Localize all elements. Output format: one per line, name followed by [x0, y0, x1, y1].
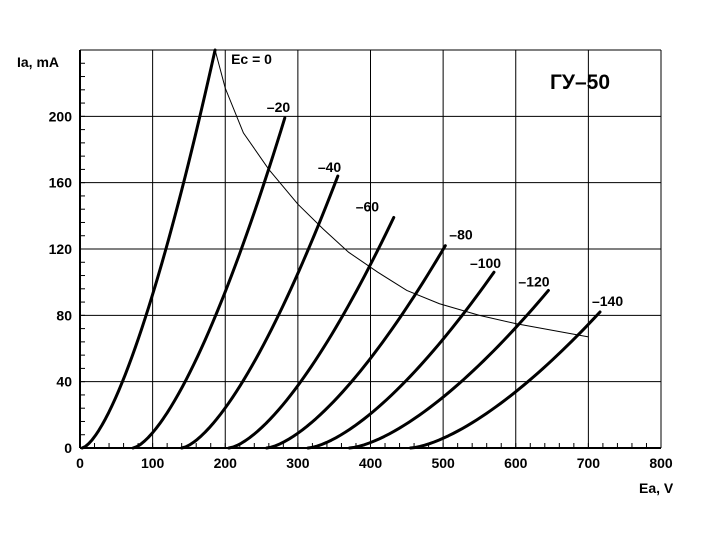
curve-label-6: –120	[518, 273, 549, 289]
curve-1	[131, 116, 287, 450]
power-limit-curve-group	[214, 49, 589, 338]
y-axis-title: Ia, mA	[17, 54, 59, 70]
curve-6	[347, 288, 550, 450]
x-tick-label-1: 100	[141, 455, 165, 471]
x-axis-title: Ea, V	[639, 480, 674, 496]
x-tick-labels: 0 100 200 300 400 500 600 700 800	[76, 455, 673, 471]
curve-labels: Ec = 0 –20 –40 –60 –80 –100 –120 –140	[231, 51, 623, 309]
y-tick-label-5: 200	[49, 108, 73, 124]
curve-label-2: –40	[318, 159, 342, 175]
y-tick-label-3: 120	[49, 241, 73, 257]
chart-title: ГУ–50	[550, 71, 610, 94]
curve-label-4: –80	[449, 227, 473, 243]
y-tick-label-1: 40	[56, 374, 72, 390]
x-tick-label-5: 500	[431, 455, 455, 471]
power-limit-curve	[214, 49, 589, 338]
x-tick-label-2: 200	[214, 455, 238, 471]
curve-0	[80, 48, 217, 450]
curve-5	[306, 270, 496, 450]
curve-label-3: –60	[356, 198, 380, 214]
x-tick-label-6: 600	[504, 455, 528, 471]
curve-label-5: –100	[470, 255, 501, 271]
curve-7	[408, 310, 602, 450]
curves	[80, 48, 602, 450]
x-tick-label-8: 800	[649, 455, 673, 471]
y-tick-label-4: 160	[49, 175, 73, 191]
curve-label-1: –20	[267, 99, 291, 115]
curve-4	[265, 244, 447, 450]
y-tick-label-2: 80	[56, 307, 72, 323]
x-tick-label-7: 700	[577, 455, 601, 471]
x-tick-label-3: 300	[286, 455, 310, 471]
curve-3	[227, 215, 396, 450]
y-tick-label-0: 0	[64, 440, 72, 456]
x-tick-label-4: 400	[359, 455, 383, 471]
x-tick-label-0: 0	[76, 455, 84, 471]
curve-label-7: –140	[592, 293, 623, 309]
curve-label-0: Ec = 0	[231, 51, 272, 67]
curve-2	[180, 174, 340, 450]
y-tick-labels: 0 40 80 120 160 200	[49, 108, 73, 456]
